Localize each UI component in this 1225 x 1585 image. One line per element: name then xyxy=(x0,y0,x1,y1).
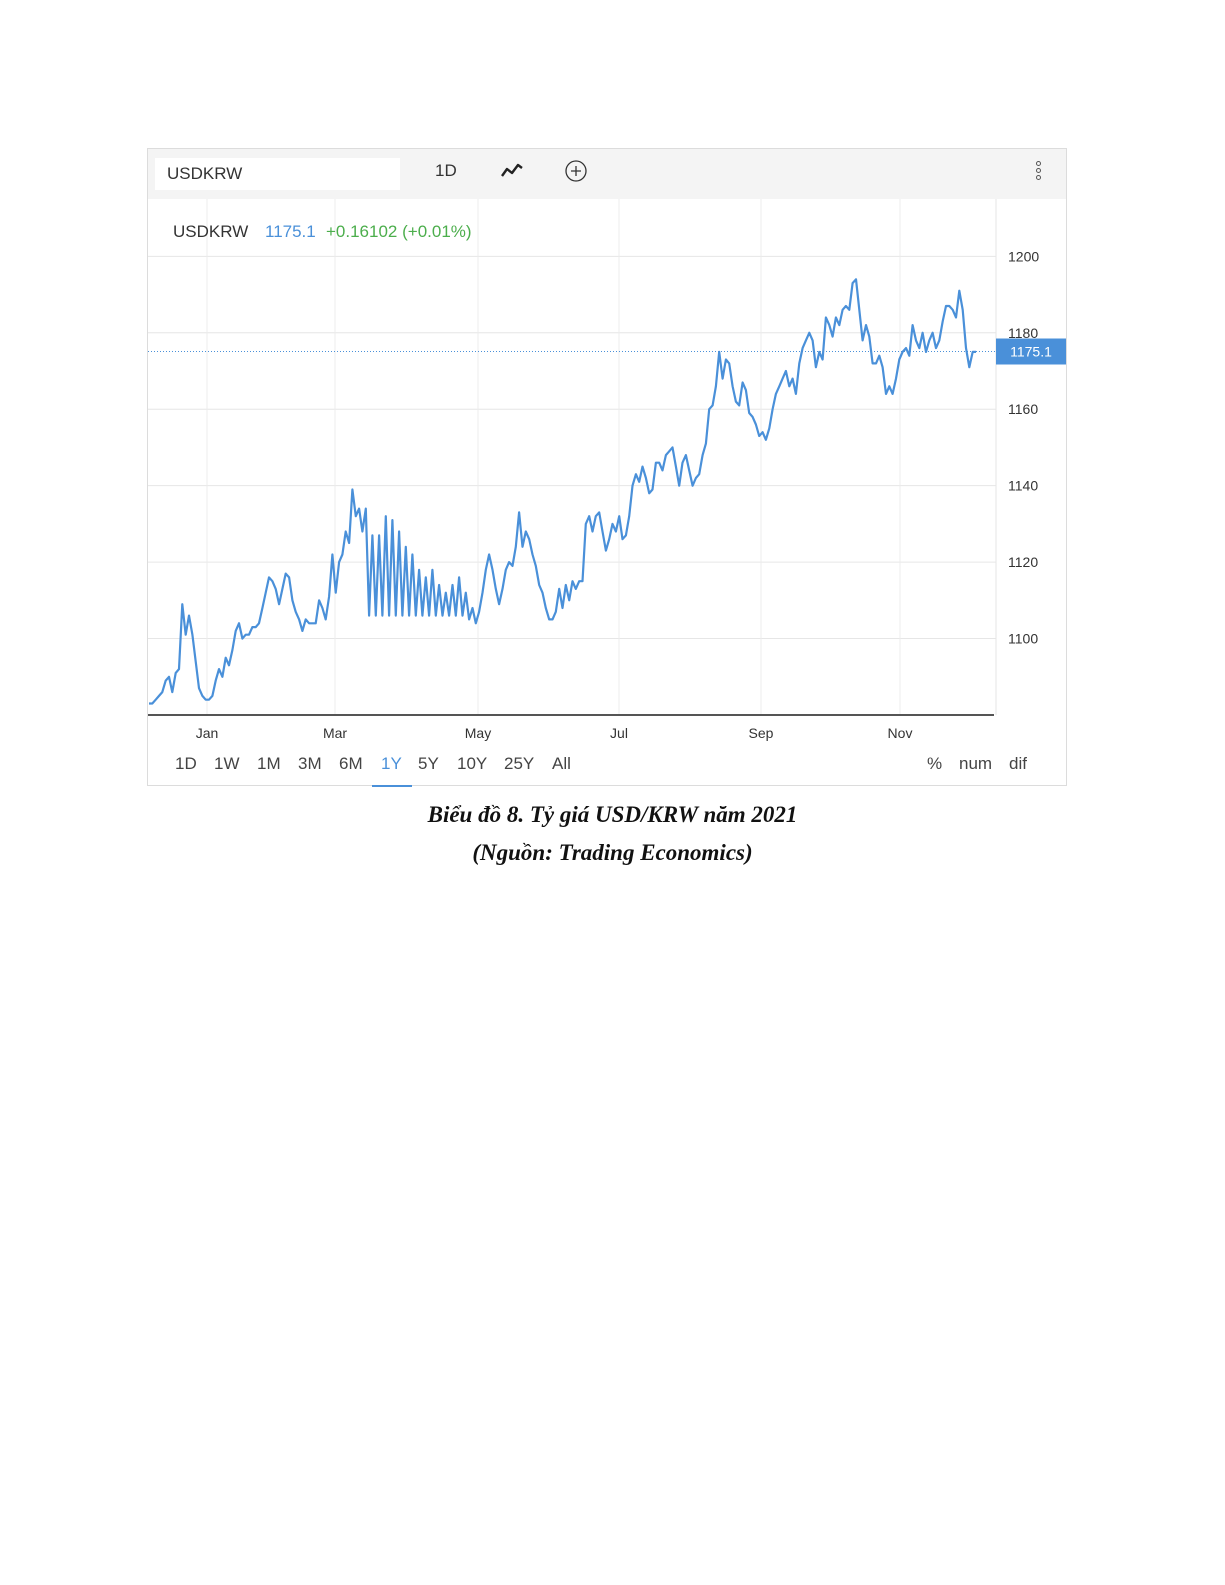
interval-button[interactable]: 1D xyxy=(435,161,457,180)
range-button-1d[interactable]: 1D xyxy=(175,754,197,773)
y-tick-label: 1140 xyxy=(1008,478,1038,494)
x-tick-label: Sep xyxy=(749,725,774,741)
x-tick-label: May xyxy=(465,725,491,741)
y-axis: 1100 1120 1140 1160 1180 1200 xyxy=(1008,248,1039,646)
range-button-25y[interactable]: 25Y xyxy=(504,754,535,773)
y-tick-label: 1100 xyxy=(1008,631,1038,647)
x-axis: Jan Mar May Jul Sep Nov xyxy=(148,714,994,741)
vertical-dots-icon[interactable] xyxy=(1036,161,1044,182)
y-tick-label: 1200 xyxy=(1008,248,1039,264)
range-button-1w[interactable]: 1W xyxy=(214,754,240,773)
range-button-1y[interactable]: 1Y xyxy=(381,754,402,773)
scale-button-dif[interactable]: dif xyxy=(1009,754,1027,773)
y-tick-label: 1120 xyxy=(1008,554,1038,570)
range-button-6m[interactable]: 6M xyxy=(339,754,363,773)
symbol-input[interactable] xyxy=(155,158,400,190)
last-price-badge: 1175.1 xyxy=(996,338,1066,365)
active-range-underline xyxy=(372,785,412,787)
range-button-5y[interactable]: 5Y xyxy=(418,754,439,773)
figure-caption: Biểu đồ 8. Tỷ giá USD/KRW năm 2021 xyxy=(427,802,798,827)
quote-symbol: USDKRW xyxy=(173,222,248,241)
chart-grid xyxy=(148,199,997,715)
chart-widget: 1D 1100 1120 1140 1160 1180 1200 Jan Mar May Jul… xyxy=(147,148,1067,787)
last-price-label: 1175.1 xyxy=(1010,344,1052,360)
range-button-3m[interactable]: 3M xyxy=(298,754,322,773)
scale-button-num[interactable]: num xyxy=(959,754,993,773)
range-selector: 1D 1W 1M 3M 6M 1Y 5Y 10Y 25Y All% num dif xyxy=(148,751,1066,787)
chart-toolbar: 1D xyxy=(148,149,1066,199)
x-tick-label: Mar xyxy=(323,725,347,741)
y-tick-label: 1160 xyxy=(1008,401,1038,417)
range-button-10y[interactable]: 10Y xyxy=(457,754,488,773)
figure-source: (Nguồn: Trading Economics) xyxy=(472,840,753,865)
line-chart-icon[interactable] xyxy=(500,159,524,188)
range-button-1m[interactable]: 1M xyxy=(257,754,281,773)
x-tick-label: Jul xyxy=(610,725,628,741)
plus-circle-icon[interactable] xyxy=(564,159,588,188)
y-tick-label: 1180 xyxy=(1008,325,1038,341)
scale-button-percent[interactable]: % xyxy=(927,754,943,773)
x-tick-label: Nov xyxy=(888,725,913,741)
x-tick-label: Jan xyxy=(196,725,219,741)
quote-change: +0.16102 (+0.01%) xyxy=(326,222,472,241)
chart-series xyxy=(149,278,976,705)
line-chart: 1100 1120 1140 1160 1180 1200 Jan Mar May Jul Sep… xyxy=(148,199,1066,741)
quote-price: 1175.1 xyxy=(265,222,316,241)
range-button-all[interactable]: All xyxy=(552,754,571,773)
series-line xyxy=(149,278,976,705)
